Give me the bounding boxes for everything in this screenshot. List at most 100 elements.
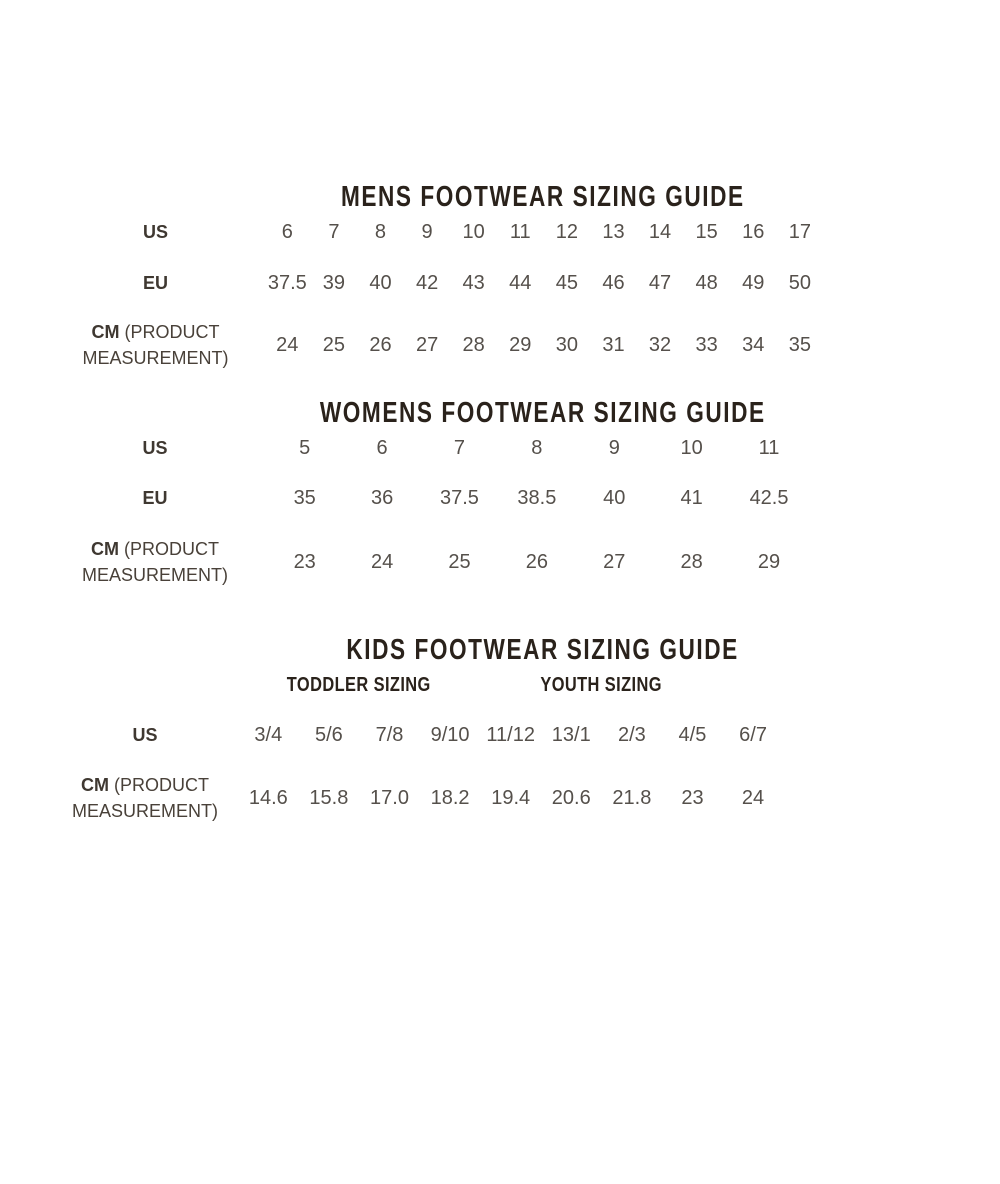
kids-cm-value: 21.8: [612, 786, 652, 809]
kids-section-header: KIDS FOOTWEAR SIZING GUIDE: [0, 634, 1000, 666]
kids-us-value: 13/1: [551, 724, 591, 746]
kids-cm-value: 24: [741, 786, 765, 809]
womens-cm-value: 28: [680, 550, 703, 573]
kids-us-value: 6/7: [739, 724, 767, 746]
kids-cm-label-note: (PRODUCT MEASUREMENT): [71, 775, 218, 821]
mens-eu-value: 50: [788, 272, 811, 294]
kids-us-value: 9/10: [430, 724, 470, 746]
youth-sizing-header: YOUTH SIZING: [480, 675, 722, 695]
mens-us-value: 15: [695, 221, 718, 243]
mens-us-value: 8: [374, 221, 387, 243]
mens-eu-value: 48: [695, 272, 718, 294]
mens-section-header: MENS FOOTWEAR SIZING GUIDE: [0, 181, 1000, 213]
kids-cm-row: CM (PRODUCT MEASUREMENT) 14.6 15.8 17.0 …: [0, 772, 1000, 824]
womens-cm-value: 24: [370, 550, 394, 573]
womens-eu-value: 40: [603, 487, 626, 509]
kids-cm-value: 14.6: [248, 786, 288, 809]
mens-eu-value: 39: [322, 272, 346, 294]
womens-eu-value: 41: [680, 487, 703, 509]
mens-cm-label-note: (PRODUCT MEASUREMENT): [82, 322, 229, 368]
kids-cm-label: CM (PRODUCT MEASUREMENT): [52, 772, 238, 824]
womens-us-value: 10: [680, 437, 703, 459]
mens-cm-label: CM (PRODUCT MEASUREMENT): [47, 319, 264, 371]
kids-us-value: 11/12: [486, 724, 535, 746]
mens-us-value: 11: [509, 221, 531, 243]
womens-section-header: WOMENS FOOTWEAR SIZING GUIDE: [0, 397, 1000, 429]
mens-us-value: 10: [462, 221, 485, 243]
mens-cm-value: 34: [742, 333, 765, 356]
mens-cm-value: 30: [555, 333, 578, 356]
kids-cm-value: 18.2: [430, 786, 470, 809]
womens-section-title: WOMENS FOOTWEAR SIZING GUIDE: [320, 397, 766, 429]
womens-eu-value: 38.5: [517, 487, 557, 509]
womens-us-row: US 5 6 7 8 9 10 11: [0, 438, 1000, 458]
mens-us-value: 17: [788, 221, 811, 243]
mens-cm-value: 27: [415, 333, 439, 356]
mens-cm-value: 29: [509, 333, 532, 356]
mens-cm-value: 25: [322, 333, 346, 356]
kids-cm-value: 15.8: [309, 786, 349, 809]
mens-cm-label-unit: CM: [91, 322, 120, 342]
womens-cm-value: 27: [603, 550, 626, 573]
kids-section-title: KIDS FOOTWEAR SIZING GUIDE: [346, 634, 740, 666]
kids-us-value: 3/4: [254, 724, 283, 746]
womens-eu-value: 42.5: [749, 487, 789, 509]
kids-us-value: 7/8: [375, 724, 404, 746]
womens-cm-label-unit: CM: [90, 539, 119, 559]
kids-subheader-row: TODDLER SIZING YOUTH SIZING: [238, 675, 1000, 695]
mens-eu-value: 49: [742, 272, 765, 294]
kids-cm-label-unit: CM: [80, 775, 109, 795]
kids-cm-value: 20.6: [551, 786, 591, 809]
womens-eu-row: EU 35 36 37.5 38.5 40 41 42.5: [0, 488, 1000, 508]
womens-cm-row: CM (PRODUCT MEASUREMENT) 23 24 25 26 27 …: [0, 536, 1000, 588]
kids-us-label: US: [132, 725, 158, 745]
womens-eu-label: EU: [142, 488, 168, 508]
footwear-sizing-guide-page: MENS FOOTWEAR SIZING GUIDE US 6 7 8 9 10…: [0, 181, 1000, 1184]
kids-cm-value: 19.4: [491, 786, 531, 809]
womens-us-value: 8: [531, 437, 543, 459]
mens-us-value: 12: [555, 221, 578, 243]
womens-cm-value: 26: [525, 550, 548, 573]
mens-us-row: US 6 7 8 9 10 11 12 13 14 15 16 17: [0, 222, 1000, 242]
mens-eu-value: 43: [462, 272, 485, 294]
mens-eu-label: EU: [142, 273, 168, 293]
mens-cm-value: 26: [369, 333, 392, 356]
mens-eu-value: 46: [602, 272, 625, 294]
womens-eu-value: 36: [370, 487, 394, 509]
mens-eu-value: 45: [555, 272, 578, 294]
mens-cm-value: 28: [462, 333, 485, 356]
mens-cm-value: 33: [695, 333, 718, 356]
mens-cm-row: CM (PRODUCT MEASUREMENT) 24 25 26 27 28 …: [0, 319, 1000, 371]
mens-section-title: MENS FOOTWEAR SIZING GUIDE: [341, 181, 745, 213]
womens-cm-label-note: (PRODUCT MEASUREMENT): [81, 539, 228, 585]
kids-us-value: 2/3: [617, 724, 646, 746]
mens-eu-value: 44: [509, 272, 532, 294]
mens-eu-value: 40: [369, 272, 392, 294]
kids-cm-value: 23: [681, 786, 704, 809]
youth-sizing-label: YOUTH SIZING: [540, 674, 663, 696]
toddler-sizing-label: TODDLER SIZING: [287, 674, 432, 696]
mens-eu-value: 37.5: [267, 272, 307, 294]
womens-us-value: 11: [758, 437, 780, 459]
mens-us-value: 16: [742, 221, 765, 243]
womens-cm-value: 25: [448, 550, 471, 573]
womens-us-value: 9: [608, 437, 620, 459]
mens-cm-value: 31: [602, 333, 625, 356]
mens-us-value: 13: [602, 221, 625, 243]
mens-us-value: 9: [421, 221, 433, 243]
mens-us-label: US: [142, 222, 168, 242]
womens-cm-value: 29: [757, 550, 781, 573]
kids-us-row: US 3/4 5/6 7/8 9/10 11/12 13/1 2/3 4/5 6…: [0, 725, 1000, 745]
mens-cm-value: 35: [788, 333, 811, 356]
womens-us-value: 7: [453, 437, 466, 459]
womens-us-value: 6: [376, 437, 388, 459]
mens-eu-value: 47: [648, 272, 672, 294]
mens-eu-value: 42: [415, 272, 439, 294]
womens-us-label: US: [142, 438, 168, 458]
mens-eu-row: EU 37.5 39 40 42 43 44 45 46 47 48 49 50: [0, 273, 1000, 293]
toddler-sizing-header: TODDLER SIZING: [238, 675, 480, 695]
mens-us-value: 6: [281, 221, 293, 243]
womens-eu-value: 37.5: [440, 487, 479, 509]
kids-us-value: 4/5: [678, 724, 707, 746]
mens-us-value: 14: [648, 221, 672, 243]
